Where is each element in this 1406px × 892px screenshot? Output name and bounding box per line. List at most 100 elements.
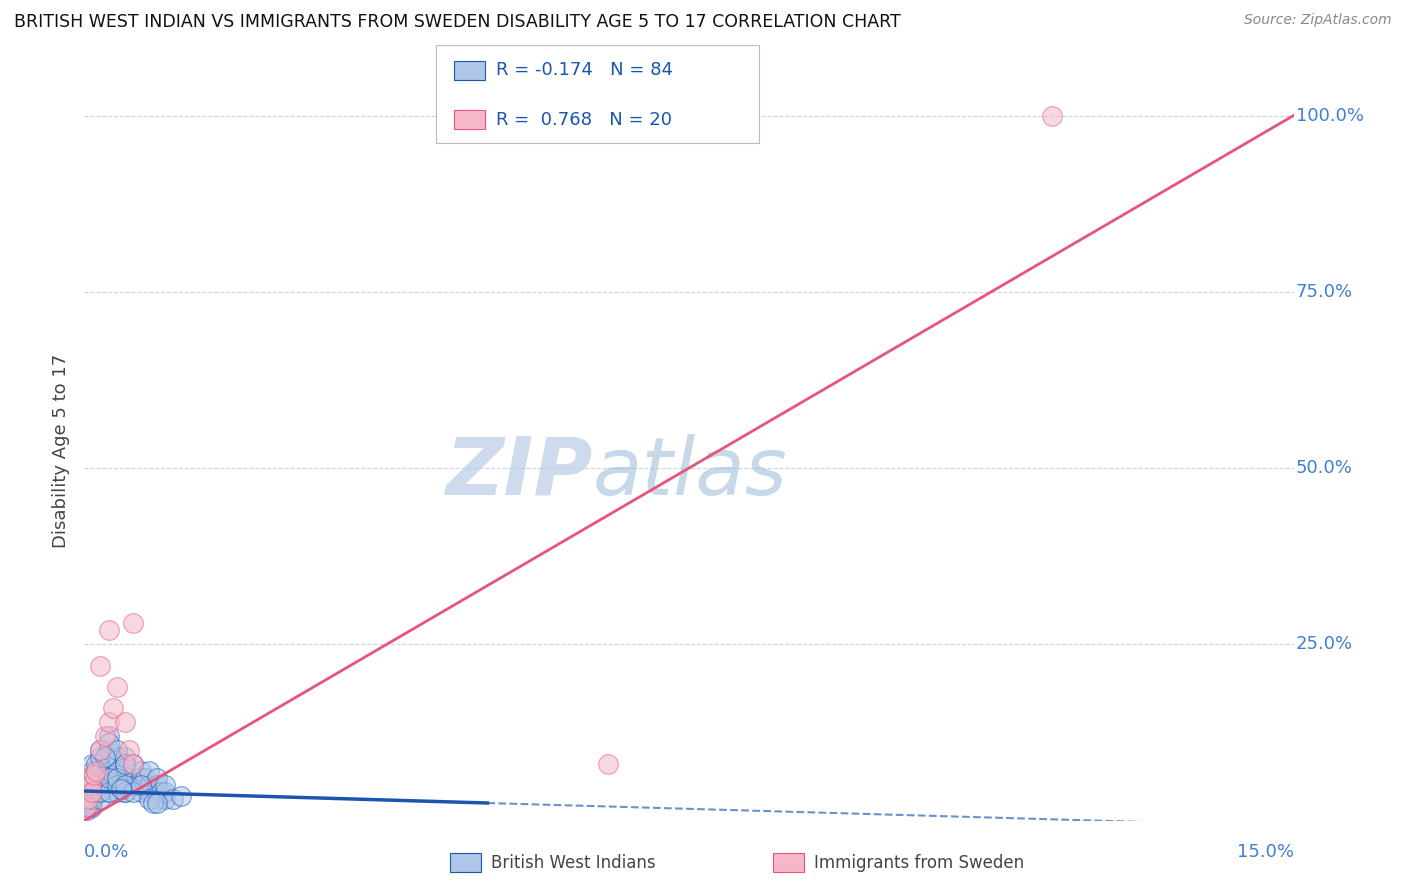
Point — [107, 764, 129, 779]
Point — [153, 778, 176, 792]
Point — [89, 743, 111, 757]
Text: British West Indians: British West Indians — [491, 854, 655, 871]
Text: Source: ZipAtlas.com: Source: ZipAtlas.com — [1244, 13, 1392, 28]
Point — [1040, 109, 1063, 123]
Text: R =  0.768   N = 20: R = 0.768 N = 20 — [496, 111, 672, 128]
Point — [114, 757, 136, 772]
Point — [82, 764, 104, 779]
Point — [114, 714, 136, 729]
Point — [138, 792, 160, 806]
Point — [110, 778, 132, 792]
Point — [114, 750, 136, 764]
Point — [121, 616, 143, 631]
Point — [77, 772, 100, 786]
Point — [162, 792, 184, 806]
Point — [89, 658, 111, 673]
Text: 0.0%: 0.0% — [84, 843, 129, 861]
Point — [97, 785, 120, 799]
Point — [80, 778, 103, 792]
Point — [97, 743, 120, 757]
Point — [76, 792, 98, 806]
Point — [93, 750, 115, 764]
Point — [82, 785, 104, 799]
Point — [80, 796, 103, 810]
Point — [77, 785, 100, 799]
Point — [146, 785, 169, 799]
Point — [114, 785, 136, 799]
Point — [89, 792, 111, 806]
Text: 15.0%: 15.0% — [1236, 843, 1294, 861]
Point — [82, 772, 104, 786]
Point — [134, 772, 156, 786]
Point — [146, 796, 169, 810]
Point — [82, 792, 104, 806]
Point — [105, 785, 128, 799]
Point — [97, 736, 120, 750]
Point — [97, 729, 120, 743]
Point — [142, 796, 165, 810]
Text: atlas: atlas — [592, 434, 787, 512]
Point — [97, 772, 120, 786]
Point — [121, 785, 143, 799]
Point — [138, 785, 160, 799]
Point — [97, 772, 120, 786]
Point — [80, 792, 103, 806]
Point — [89, 778, 111, 792]
Point — [105, 772, 128, 786]
Point — [110, 781, 132, 796]
Point — [118, 772, 141, 786]
Point — [105, 743, 128, 757]
Point — [97, 757, 120, 772]
Point — [121, 757, 143, 772]
Point — [89, 743, 111, 757]
Point — [101, 701, 124, 715]
Text: Immigrants from Sweden: Immigrants from Sweden — [814, 854, 1024, 871]
Point — [82, 778, 104, 792]
Point — [93, 729, 115, 743]
Text: 25.0%: 25.0% — [1296, 635, 1353, 653]
Point — [129, 772, 152, 786]
Point — [138, 764, 160, 779]
Point — [98, 764, 121, 779]
Point — [105, 750, 128, 764]
Point — [170, 789, 193, 803]
Text: 75.0%: 75.0% — [1296, 283, 1353, 301]
Text: BRITISH WEST INDIAN VS IMMIGRANTS FROM SWEDEN DISABILITY AGE 5 TO 17 CORRELATION: BRITISH WEST INDIAN VS IMMIGRANTS FROM S… — [14, 13, 901, 31]
Point — [89, 764, 111, 779]
Point — [125, 778, 148, 792]
Point — [76, 803, 98, 817]
Point — [75, 799, 97, 814]
Point — [97, 785, 120, 799]
Point — [93, 775, 115, 789]
Text: 50.0%: 50.0% — [1296, 459, 1353, 477]
Point — [83, 789, 105, 803]
Point — [114, 757, 136, 772]
Point — [83, 768, 105, 782]
Point — [76, 792, 98, 806]
Point — [89, 750, 111, 764]
Point — [146, 778, 169, 792]
Point — [129, 764, 152, 779]
Point — [86, 757, 108, 772]
Point — [129, 785, 152, 799]
Point — [82, 757, 104, 772]
Point — [138, 778, 160, 792]
Point — [105, 778, 128, 792]
Point — [86, 778, 108, 792]
Y-axis label: Disability Age 5 to 17: Disability Age 5 to 17 — [52, 353, 70, 548]
Point — [105, 757, 128, 772]
Point — [598, 757, 620, 772]
Point — [129, 778, 152, 792]
Text: ZIP: ZIP — [444, 434, 592, 512]
Point — [114, 785, 136, 799]
Point — [86, 772, 108, 786]
Point — [77, 799, 100, 814]
Point — [82, 785, 104, 799]
Point — [114, 778, 136, 792]
Point — [79, 799, 101, 814]
Point — [97, 714, 120, 729]
Point — [86, 785, 108, 799]
Point — [89, 785, 111, 799]
Point — [146, 792, 169, 806]
Point — [121, 778, 143, 792]
